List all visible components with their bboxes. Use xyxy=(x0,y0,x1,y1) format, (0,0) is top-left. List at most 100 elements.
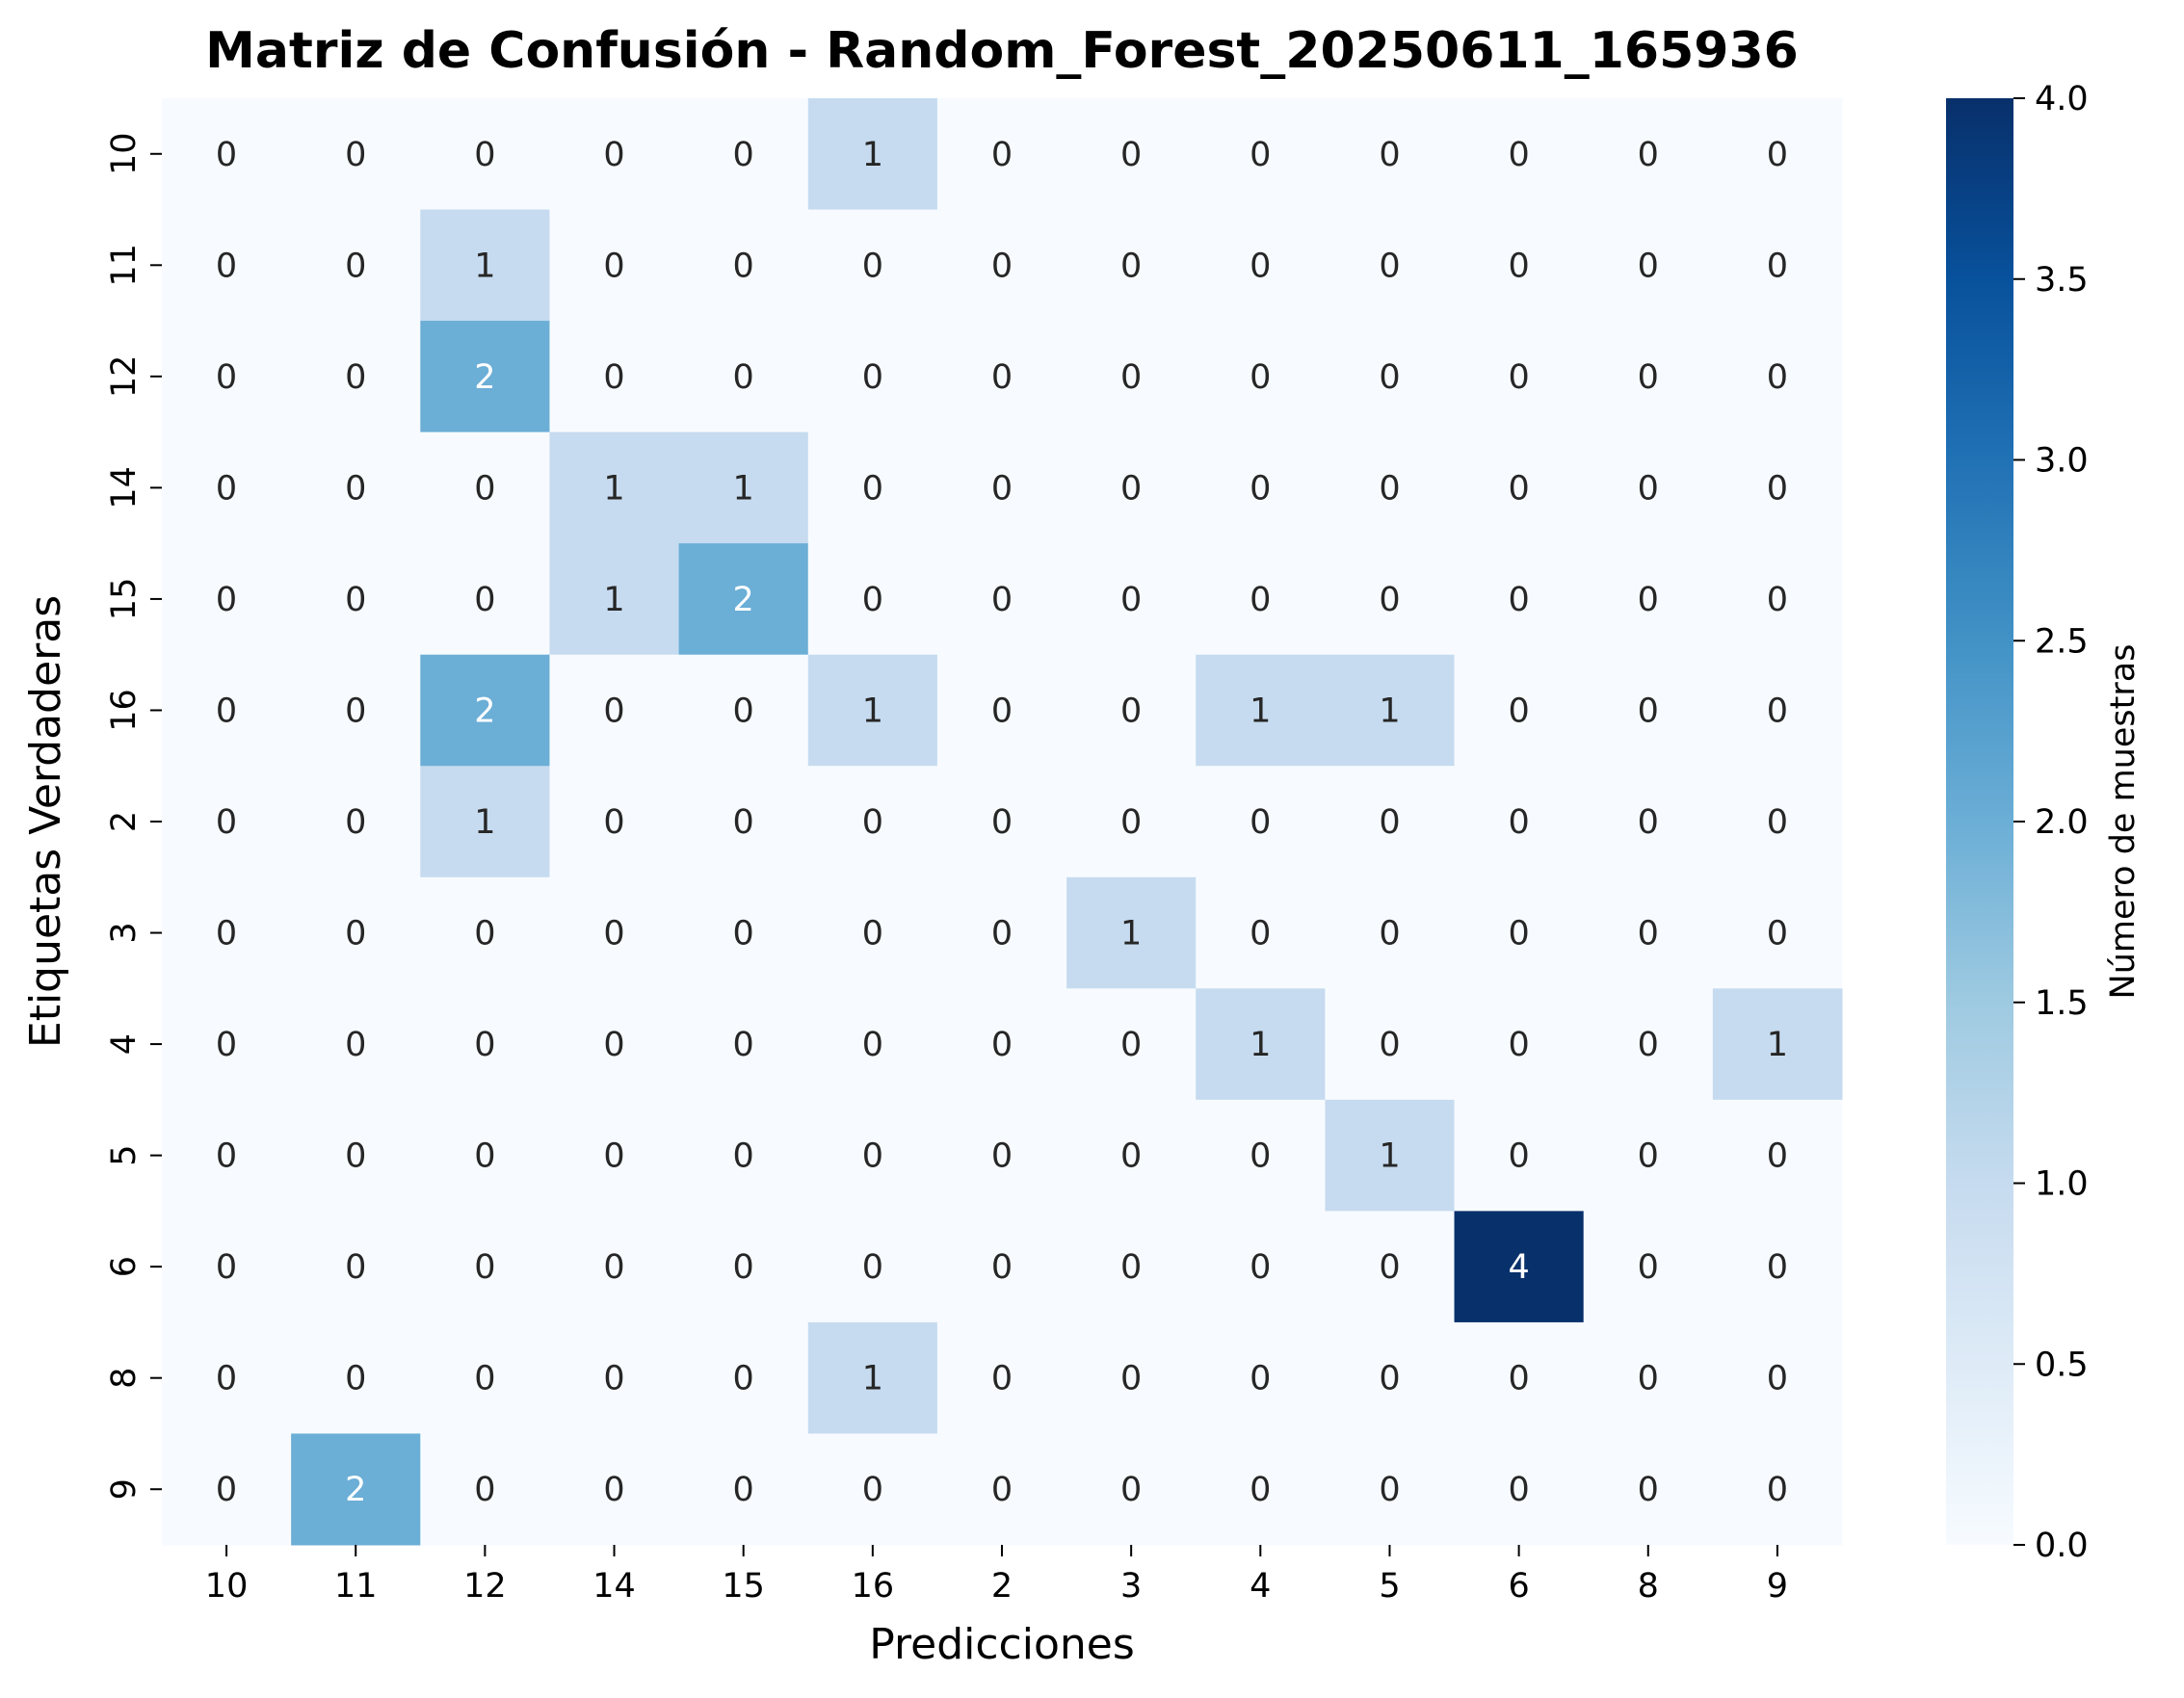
heatmap-cell-value: 0 xyxy=(1120,1360,1142,1398)
heatmap-cell xyxy=(1712,876,1843,989)
y-axis-ticks: 10 11 12 14 15 16 2 3 4 5 6 8 9 xyxy=(105,132,162,1500)
colorbar xyxy=(1946,98,2013,1545)
heatmap-cell xyxy=(162,1099,292,1212)
heatmap-cell xyxy=(1583,209,1714,322)
heatmap-cell-value: 0 xyxy=(991,915,1013,953)
heatmap-cell-value: 0 xyxy=(1638,692,1659,730)
heatmap-cell xyxy=(291,1321,421,1434)
heatmap-cell xyxy=(162,543,292,656)
heatmap-cell xyxy=(1454,1321,1585,1434)
heatmap-cell-value: 0 xyxy=(603,1026,624,1064)
heatmap-cell-value: 0 xyxy=(603,915,624,953)
heatmap-cell-value: 0 xyxy=(1638,1026,1659,1064)
heatmap-cell xyxy=(549,543,680,656)
heatmap-cell-value: 0 xyxy=(1250,136,1271,174)
heatmap-cell-value: 1 xyxy=(1250,692,1271,730)
x-tick-label: 5 xyxy=(1379,1567,1400,1606)
y-tick-label: 14 xyxy=(105,466,144,509)
x-tick-label: 14 xyxy=(592,1567,636,1606)
heatmap-cell xyxy=(1712,654,1843,767)
heatmap-cell xyxy=(1454,876,1585,989)
heatmap-cell-value: 0 xyxy=(1250,358,1271,397)
heatmap-cell-value: 0 xyxy=(1120,1026,1142,1064)
heatmap-cell xyxy=(807,876,938,989)
heatmap-cell-value: 0 xyxy=(1508,915,1529,953)
heatmap-cell xyxy=(1454,209,1585,322)
heatmap-cell-value: 1 xyxy=(733,469,754,508)
heatmap-cell-value: 0 xyxy=(216,1360,237,1398)
heatmap-cell xyxy=(420,1099,550,1212)
heatmap-cell xyxy=(420,321,550,433)
y-tick-label: 4 xyxy=(105,1033,144,1055)
heatmap-cell xyxy=(678,98,809,211)
heatmap-cell xyxy=(420,1321,550,1434)
heatmap-cell-value: 0 xyxy=(474,915,495,953)
heatmap-cell-value: 0 xyxy=(991,692,1013,730)
heatmap-cell xyxy=(162,98,292,211)
heatmap-cell xyxy=(1325,321,1456,433)
heatmap-cell-value: 0 xyxy=(1379,803,1400,842)
heatmap-cell-value: 0 xyxy=(603,803,624,842)
x-axis-label: Predicciones xyxy=(869,1620,1135,1669)
heatmap-cell xyxy=(549,98,680,211)
heatmap-cell-value: 0 xyxy=(1508,1471,1529,1509)
heatmap-cell-value: 0 xyxy=(603,1471,624,1509)
heatmap-cell xyxy=(291,98,421,211)
heatmap-cell-value: 0 xyxy=(733,358,754,397)
heatmap-cell-value: 0 xyxy=(1638,247,1659,285)
heatmap-cell-value: 2 xyxy=(345,1471,366,1509)
y-tick-label: 16 xyxy=(105,689,144,732)
x-axis-ticks: 10 11 12 14 15 16 2 3 4 5 6 8 9 xyxy=(205,1545,1788,1606)
heatmap-cell xyxy=(291,876,421,989)
heatmap-cell xyxy=(1583,1211,1714,1323)
heatmap-cell xyxy=(1066,321,1197,433)
heatmap-cell xyxy=(1066,1211,1197,1323)
heatmap-cell xyxy=(1325,543,1456,656)
heatmap-cell-value: 0 xyxy=(1638,136,1659,174)
heatmap-cell-value: 0 xyxy=(733,1026,754,1064)
heatmap-cell-value: 1 xyxy=(1379,1137,1400,1176)
heatmap-cell xyxy=(1196,654,1326,767)
heatmap-cell xyxy=(678,209,809,322)
heatmap-cell-value: 0 xyxy=(1250,1360,1271,1398)
heatmap-cell-value: 1 xyxy=(862,1360,883,1398)
heatmap-cell xyxy=(1583,431,1714,544)
heatmap-cell-value: 0 xyxy=(216,581,237,619)
heatmap-cell xyxy=(1454,766,1585,878)
heatmap-cell-value: 0 xyxy=(991,358,1013,397)
heatmap-cell xyxy=(1583,1433,1714,1546)
heatmap-cell-value: 1 xyxy=(1379,692,1400,730)
heatmap-cell xyxy=(549,988,680,1101)
heatmap-cell-value: 0 xyxy=(1120,692,1142,730)
heatmap-cell-value: 0 xyxy=(862,1137,883,1176)
heatmap-cell xyxy=(1712,766,1843,878)
heatmap-cell xyxy=(420,988,550,1101)
heatmap-cell-value: 0 xyxy=(603,692,624,730)
heatmap-cell-value: 0 xyxy=(1379,1360,1400,1398)
heatmap-cell xyxy=(420,1433,550,1546)
heatmap-cell-value: 0 xyxy=(1250,1248,1271,1287)
heatmap-cell-value: 0 xyxy=(1379,247,1400,285)
heatmap-cell xyxy=(678,431,809,544)
heatmap-cell xyxy=(1583,98,1714,211)
heatmap-cell xyxy=(1712,543,1843,656)
heatmap-cell-value: 0 xyxy=(1638,915,1659,953)
heatmap-cell xyxy=(1325,876,1456,989)
heatmap-cell xyxy=(1325,654,1456,767)
heatmap-cell xyxy=(291,988,421,1101)
heatmap-cell-value: 0 xyxy=(1250,247,1271,285)
y-tick-label: 5 xyxy=(105,1144,144,1165)
x-tick-label: 8 xyxy=(1638,1567,1659,1606)
heatmap-cell-value: 0 xyxy=(733,1360,754,1398)
heatmap-cell-value: 0 xyxy=(345,136,366,174)
heatmap-cell-value: 0 xyxy=(345,915,366,953)
colorbar-tick-label: 3.0 xyxy=(2035,442,2089,481)
heatmap-cell-value: 0 xyxy=(733,136,754,174)
heatmap-cell-value: 0 xyxy=(1120,469,1142,508)
heatmap-cell-value: 0 xyxy=(1250,469,1271,508)
x-tick-label: 3 xyxy=(1120,1567,1142,1606)
heatmap-cell-value: 0 xyxy=(733,1471,754,1509)
heatmap-cell xyxy=(1325,209,1456,322)
heatmap-cell xyxy=(1454,431,1585,544)
heatmap-cell-value: 0 xyxy=(733,1137,754,1176)
